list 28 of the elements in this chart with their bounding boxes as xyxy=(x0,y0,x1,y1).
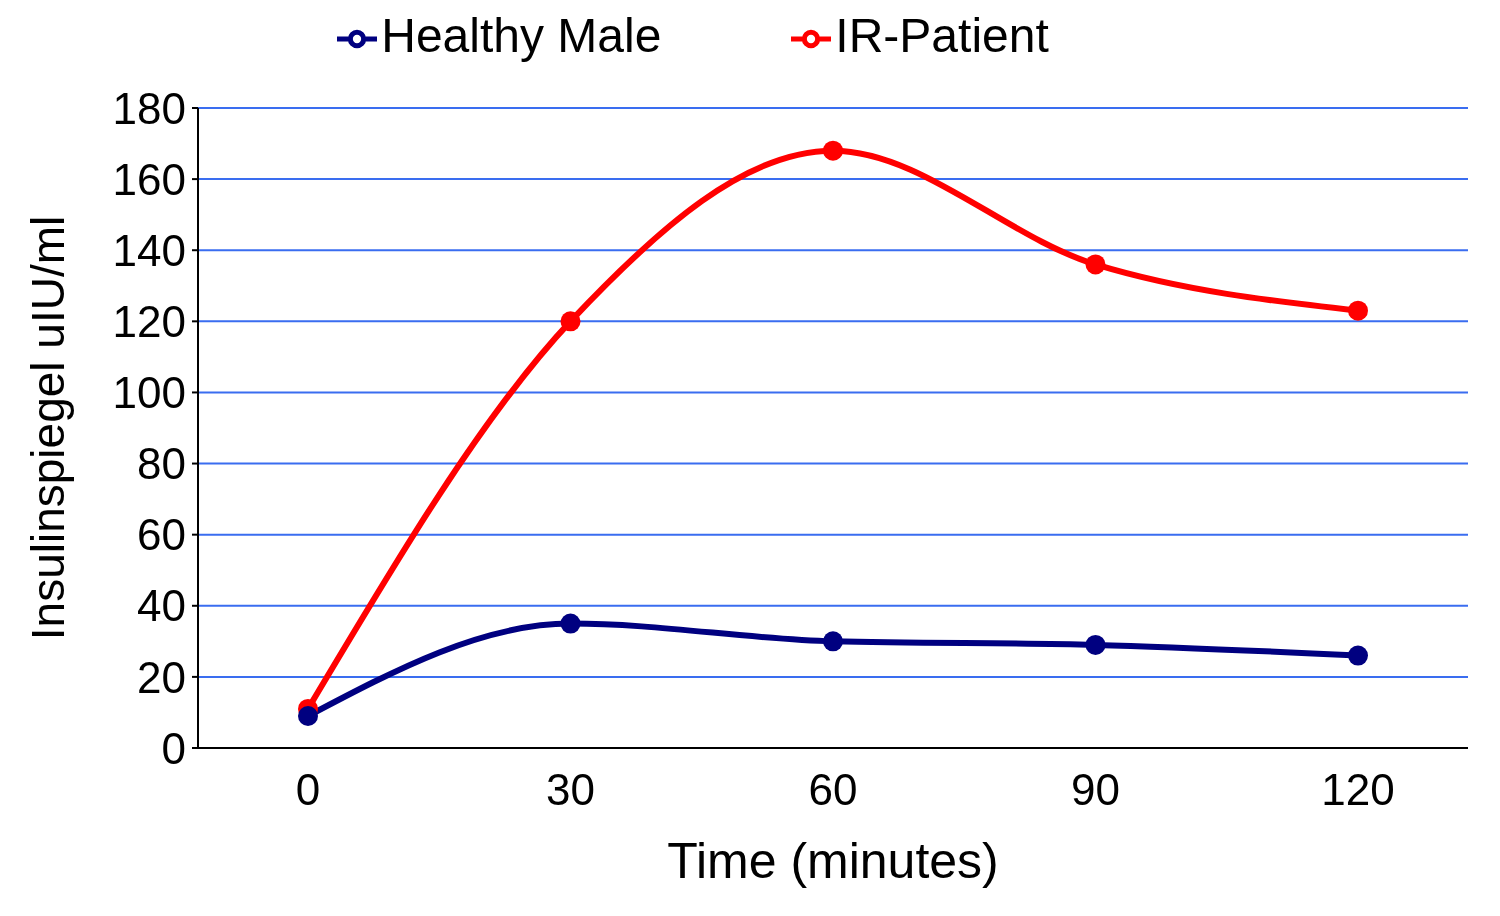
point xyxy=(298,706,318,726)
point xyxy=(1348,300,1368,321)
y-tick-label: 0 xyxy=(161,723,186,773)
y-tick-label: 60 xyxy=(137,510,186,560)
x-tick-label: 30 xyxy=(546,765,595,815)
x-tick-label: 0 xyxy=(295,765,321,815)
point xyxy=(1085,254,1106,275)
point xyxy=(1348,645,1368,666)
point xyxy=(823,140,843,161)
point xyxy=(823,631,843,652)
y-tick-label: 100 xyxy=(112,368,186,418)
x-axis-title: Time (minutes) xyxy=(667,833,999,889)
y-tick-label: 180 xyxy=(112,83,186,133)
point xyxy=(560,613,581,634)
legend-label: IR-Patient xyxy=(835,9,1049,62)
y-tick-label: 160 xyxy=(112,154,186,204)
y-tick-label: 40 xyxy=(137,581,186,631)
y-tick-label: 20 xyxy=(137,652,186,702)
point xyxy=(560,311,581,332)
point xyxy=(1085,634,1106,655)
y-tick-label: 80 xyxy=(137,439,186,489)
y-tick-label: 140 xyxy=(112,225,186,275)
legend-label: Healthy Male xyxy=(381,9,662,62)
x-tick-label: 60 xyxy=(808,765,858,815)
x-tick-label: 120 xyxy=(1321,765,1395,815)
y-tick-label: 120 xyxy=(112,296,186,346)
y-axis-title: Insulinspiegel uIU/ml xyxy=(22,215,75,641)
x-tick-label: 90 xyxy=(1071,765,1120,815)
